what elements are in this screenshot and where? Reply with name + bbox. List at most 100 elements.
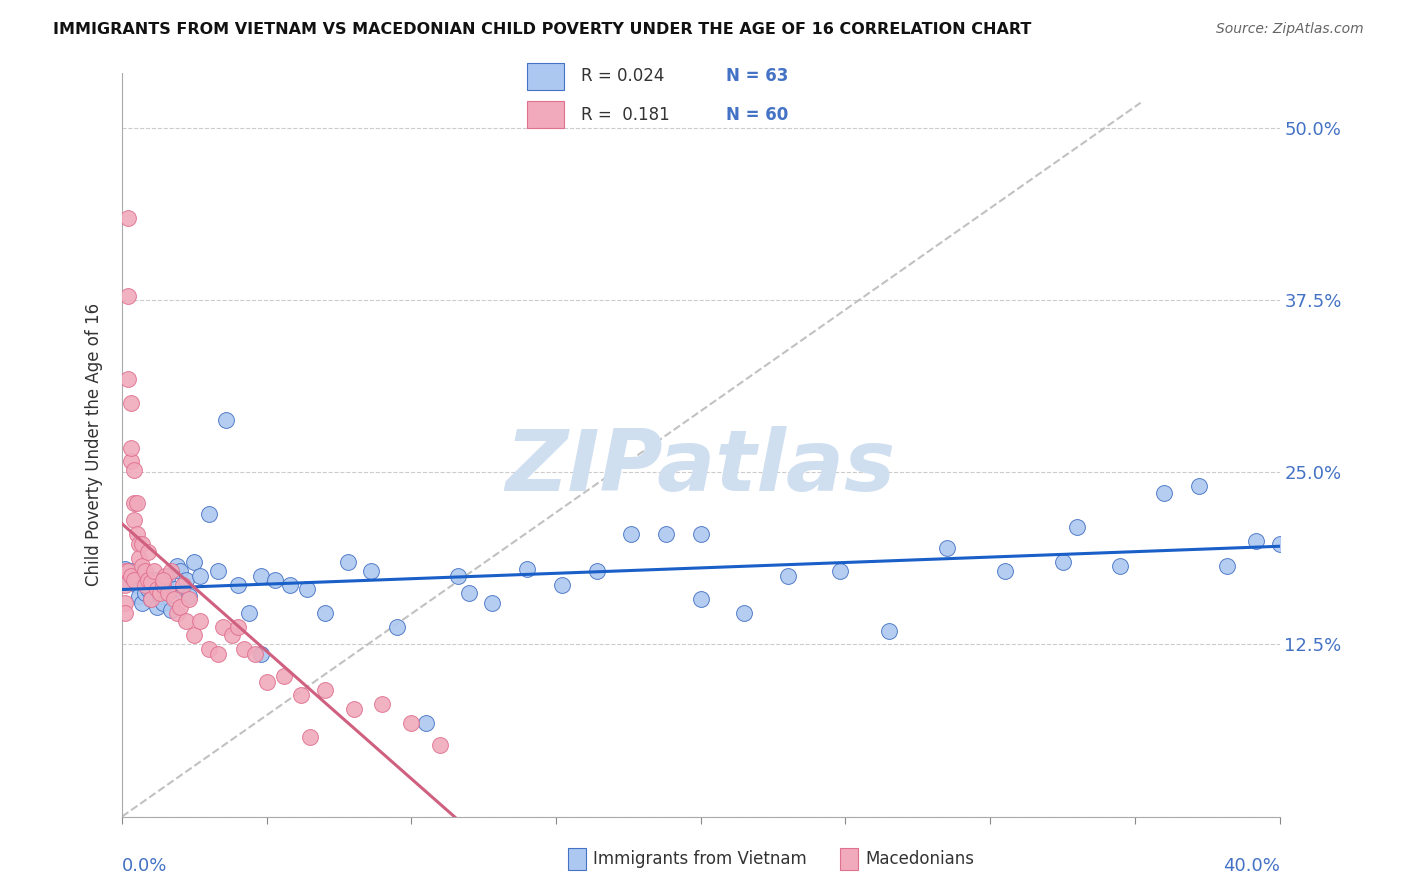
Point	[342, 702, 364, 716]
Point	[243, 647, 266, 661]
Point	[152, 573, 174, 587]
Point	[152, 578, 174, 592]
Point	[415, 715, 437, 730]
Point	[994, 565, 1017, 579]
Point	[166, 558, 188, 573]
Text: 40.0%: 40.0%	[1223, 857, 1279, 875]
Point	[198, 641, 221, 656]
Point	[360, 565, 382, 579]
Point	[238, 606, 260, 620]
Point	[516, 562, 538, 576]
Point	[207, 565, 229, 579]
Point	[212, 619, 235, 633]
Point	[117, 575, 139, 590]
Point	[188, 614, 211, 628]
Point	[458, 586, 481, 600]
Point	[169, 565, 191, 579]
Point	[183, 628, 205, 642]
Point	[172, 578, 194, 592]
Point	[120, 568, 142, 582]
Point	[122, 462, 145, 476]
Text: IMMIGRANTS FROM VIETNAM VS MACEDONIAN CHILD POVERTY UNDER THE AGE OF 16 CORRELAT: IMMIGRANTS FROM VIETNAM VS MACEDONIAN CH…	[53, 22, 1032, 37]
Point	[221, 628, 243, 642]
Point	[401, 715, 423, 730]
Point	[1109, 558, 1132, 573]
Point	[314, 682, 336, 697]
Point	[142, 565, 165, 579]
Point	[155, 568, 177, 582]
Point	[146, 582, 169, 597]
Text: R = 0.024: R = 0.024	[581, 68, 664, 86]
Point	[114, 565, 136, 579]
Point	[117, 565, 139, 579]
Point	[226, 619, 249, 633]
Text: R =  0.181: R = 0.181	[581, 105, 669, 123]
Point	[198, 507, 221, 521]
Point	[149, 589, 172, 603]
Point	[125, 495, 148, 509]
Point	[336, 555, 359, 569]
Point	[125, 527, 148, 541]
Point	[155, 578, 177, 592]
Point	[177, 591, 200, 606]
Point	[160, 565, 183, 579]
Point	[128, 537, 150, 551]
Text: 0.0%: 0.0%	[122, 857, 167, 875]
Point	[120, 565, 142, 579]
Point	[157, 586, 180, 600]
Point	[371, 697, 394, 711]
Point	[877, 624, 900, 638]
Point	[120, 454, 142, 468]
Point	[128, 550, 150, 565]
Point	[256, 674, 278, 689]
Point	[136, 573, 159, 587]
Point	[297, 582, 319, 597]
Point	[152, 596, 174, 610]
Point	[136, 545, 159, 559]
Point	[120, 441, 142, 455]
Point	[1066, 520, 1088, 534]
Point	[689, 591, 711, 606]
Point	[139, 591, 162, 606]
Point	[163, 591, 186, 606]
Point	[131, 596, 153, 610]
Point	[174, 614, 197, 628]
Point	[122, 573, 145, 587]
Point	[172, 586, 194, 600]
Text: Macedonians: Macedonians	[865, 850, 974, 868]
Point	[114, 578, 136, 592]
Point	[551, 578, 574, 592]
Point	[177, 589, 200, 603]
Point	[125, 578, 148, 592]
Point	[142, 573, 165, 587]
Point	[1216, 558, 1239, 573]
Point	[163, 582, 186, 597]
Point	[134, 586, 156, 600]
Point	[385, 619, 408, 633]
Point	[1246, 534, 1268, 549]
Point	[1187, 479, 1209, 493]
Point	[278, 578, 301, 592]
Text: Source: ZipAtlas.com: Source: ZipAtlas.com	[1216, 22, 1364, 37]
Point	[250, 568, 273, 582]
Point	[134, 578, 156, 592]
Point	[174, 573, 197, 587]
Y-axis label: Child Poverty Under the Age of 16: Child Poverty Under the Age of 16	[86, 303, 103, 586]
Point	[689, 527, 711, 541]
Point	[264, 573, 287, 587]
Point	[1153, 486, 1175, 500]
Point	[250, 647, 273, 661]
Point	[226, 578, 249, 592]
Point	[733, 606, 755, 620]
Point	[207, 647, 229, 661]
Point	[935, 541, 957, 555]
Point	[139, 575, 162, 590]
Point	[160, 603, 183, 617]
Point	[114, 606, 136, 620]
Point	[117, 372, 139, 386]
Point	[114, 596, 136, 610]
Point	[139, 591, 162, 606]
Point	[183, 555, 205, 569]
Point	[299, 730, 322, 744]
Point	[481, 596, 503, 610]
